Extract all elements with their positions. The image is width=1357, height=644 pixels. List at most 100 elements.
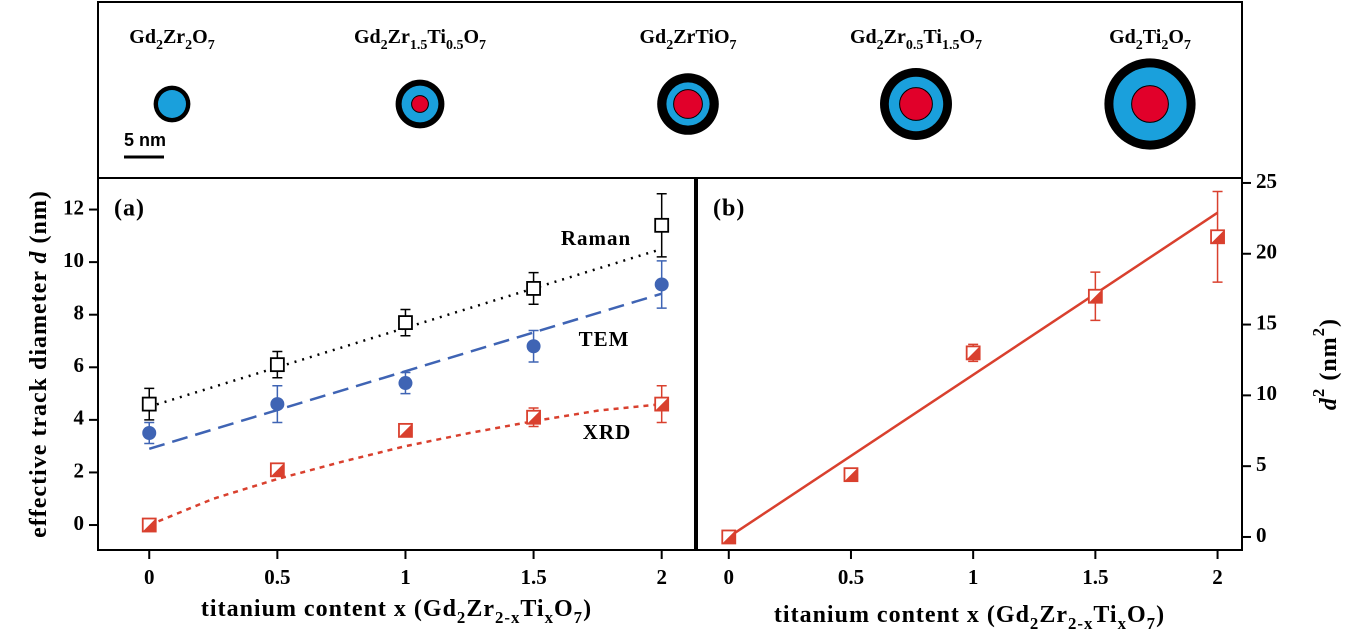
x-axis-title-part: 2 — [1030, 614, 1039, 633]
compound-label-part: Zr — [884, 26, 906, 48]
compound-label-part: 2 — [185, 38, 192, 53]
fit-line — [729, 213, 1218, 537]
compound-label-part: Zr — [388, 26, 410, 48]
x-axis-title-part: 7 — [1147, 614, 1156, 633]
y-axis-title-part: effective track diameter — [26, 263, 52, 537]
x-axis-title-part: O — [554, 596, 574, 622]
compound-label: Gd2Zr1.5Ti0.5O7 — [354, 26, 486, 53]
marker — [398, 376, 412, 390]
compound-label-part: ZrTiO — [673, 26, 729, 48]
marker — [271, 358, 284, 371]
series-label: TEM — [579, 327, 630, 351]
x-axis-title-part: Ti — [1093, 602, 1117, 628]
y-axis-title-part: (nm — [1316, 336, 1342, 387]
x-tick-label: 2 — [1212, 565, 1223, 589]
y-tick-label: 4 — [74, 406, 85, 430]
compound-label-part: Ti — [427, 26, 446, 48]
x-axis-title: titanium content x (Gd2Zr2-xTixO7) — [201, 596, 592, 628]
panel-label: (b) — [713, 196, 745, 222]
x-axis-title-part: titanium content x (Gd — [774, 602, 1030, 628]
marker — [527, 282, 540, 295]
y-axis-title-part: 2 — [1309, 388, 1328, 397]
x-axis-title-part: 2-x — [1068, 614, 1093, 633]
track-ring — [900, 88, 933, 121]
compound-label-part: Gd — [640, 26, 667, 48]
y-tick-label: 8 — [74, 301, 85, 325]
compound-label-part: 2 — [666, 38, 673, 53]
compound-label-part: O — [192, 26, 208, 48]
compound-label-part: O — [959, 26, 975, 48]
series-label: XRD — [583, 420, 632, 444]
marker — [655, 277, 669, 291]
marker — [270, 397, 284, 411]
compound-label-part: O — [1168, 26, 1184, 48]
y-axis-title-part: d — [26, 250, 52, 263]
y-tick-label: 0 — [1256, 523, 1267, 547]
compound-label-part: Ti — [923, 26, 942, 48]
x-tick-label: 1.5 — [1082, 565, 1108, 589]
x-axis-title-part: Zr — [1039, 602, 1068, 628]
y-tick-label: 0 — [74, 511, 85, 535]
track-ring — [1132, 86, 1169, 123]
marker — [655, 219, 668, 232]
marker — [527, 339, 541, 353]
track-ring — [674, 90, 703, 119]
y-tick-label: 12 — [63, 195, 84, 219]
x-tick-label: 1 — [968, 565, 979, 589]
compound-label: Gd2Zr2O7 — [129, 26, 214, 53]
compound-label: Gd2Zr0.5Ti1.5O7 — [850, 26, 982, 53]
y-axis-title-part: 2 — [1309, 327, 1328, 336]
x-tick-label: 0.5 — [264, 565, 290, 589]
y-axis-title: d2 (nm2) — [1309, 318, 1341, 410]
compound-label-part: 2 — [156, 38, 163, 53]
x-axis-title-part: Ti — [520, 596, 544, 622]
compound-label-part: 7 — [208, 38, 215, 53]
marker — [399, 316, 412, 329]
x-axis-title-part: 2-x — [495, 608, 520, 627]
compound-label-part: 0.5 — [446, 38, 464, 53]
series-label: Raman — [561, 226, 631, 250]
x-axis-title-part: 2 — [457, 608, 466, 627]
compound-label-part: 7 — [479, 38, 486, 53]
y-tick-label: 10 — [1256, 381, 1277, 405]
scale-bar-label: 5 nm — [124, 130, 166, 150]
compound-label-part: 2 — [381, 38, 388, 53]
y-tick-label: 20 — [1256, 240, 1277, 264]
y-tick-label: 10 — [63, 248, 84, 272]
compound-label-part: 7 — [975, 38, 982, 53]
x-axis-title-part: x — [1118, 614, 1127, 633]
y-tick-label: 2 — [74, 458, 85, 482]
x-axis-title-part: O — [1127, 602, 1147, 628]
x-axis-title-part: titanium content x (Gd — [201, 596, 457, 622]
compound-label-part: O — [463, 26, 479, 48]
track-ring — [412, 96, 429, 113]
compound-label-part: 2 — [1161, 38, 1168, 53]
y-axis-title-part: ) — [1316, 318, 1342, 327]
x-tick-label: 0 — [724, 565, 735, 589]
figure: 5 nm Gd2Zr2O7Gd2Zr1.5Ti0.5O7Gd2ZrTiO7Gd2… — [0, 0, 1357, 644]
x-axis-title: titanium content x (Gd2Zr2-xTixO7) — [774, 602, 1165, 634]
x-axis-title-part: ) — [583, 596, 592, 622]
compound-label-part: 7 — [1184, 38, 1191, 53]
y-tick-label: 25 — [1256, 169, 1277, 193]
compound-label-part: 2 — [877, 38, 884, 53]
y-axis-title: effective track diameter d (nm) — [26, 190, 52, 538]
panel-label: (a) — [114, 196, 145, 222]
compound-label-part: Zr — [163, 26, 185, 48]
compound-label-part: Gd — [354, 26, 381, 48]
x-axis-title-part: 7 — [574, 608, 583, 627]
x-axis-title-part: Zr — [466, 596, 495, 622]
x-tick-label: 0 — [144, 565, 155, 589]
track-ring — [158, 90, 186, 118]
marker — [143, 398, 156, 411]
x-tick-label: 0.5 — [838, 565, 864, 589]
y-tick-label: 15 — [1256, 310, 1277, 334]
compound-label-part: 1.5 — [410, 38, 428, 53]
y-axis-title-part: d — [1316, 397, 1342, 410]
compound-label-part: 7 — [730, 38, 737, 53]
y-tick-label: 6 — [74, 353, 85, 377]
y-axis-title-part: (nm) — [26, 190, 52, 250]
compound-label-part: Gd — [850, 26, 877, 48]
compound-label-part: Gd — [1109, 26, 1136, 48]
compound-label-part: Ti — [1143, 26, 1162, 48]
